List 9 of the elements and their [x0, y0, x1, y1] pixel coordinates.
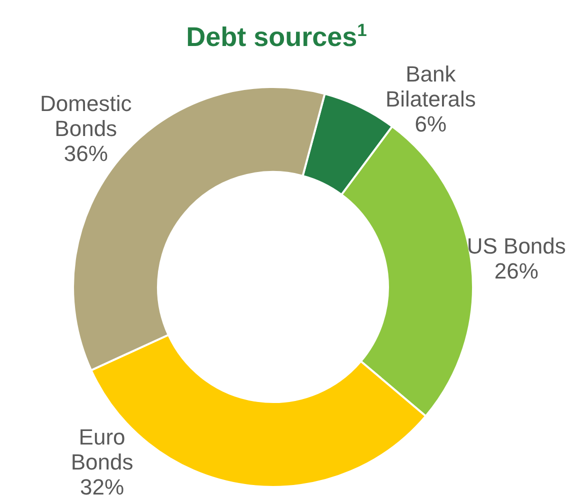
- slice-label: US Bonds: [466, 233, 566, 258]
- data-label: 6%: [414, 112, 447, 136]
- slice-label: Euro Bonds: [70, 424, 134, 474]
- data-label: 32%: [80, 474, 124, 500]
- data-label: 26%: [494, 258, 538, 284]
- slice-label: Domestic Bonds: [40, 90, 132, 141]
- data-label: 36%: [64, 140, 108, 166]
- chart-title: Debt sources$^{1}$: [186, 20, 368, 52]
- slice-label: Bank Bilaterals: [385, 62, 476, 112]
